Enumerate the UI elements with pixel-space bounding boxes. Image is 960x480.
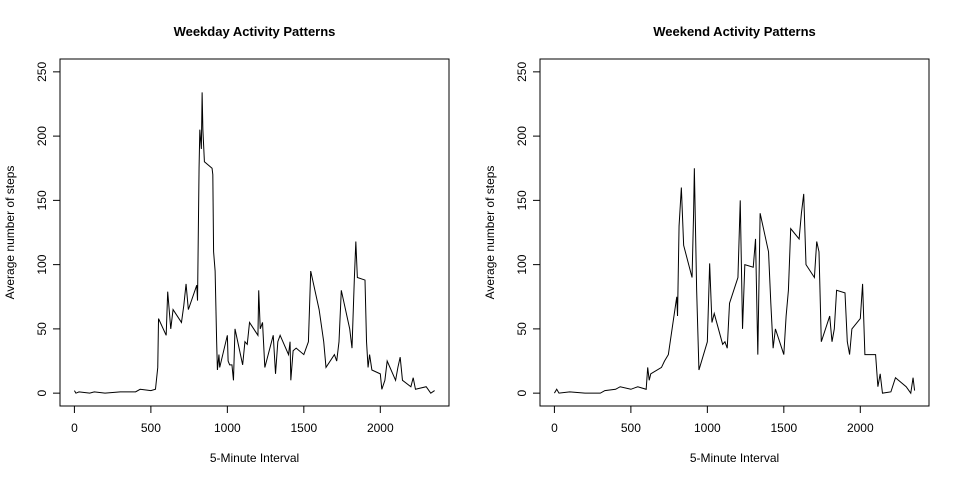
x-tick-label: 500	[141, 421, 161, 435]
y-axis-label: Average number of steps	[3, 166, 17, 300]
x-tick-label: 2000	[367, 421, 394, 435]
y-tick-label: 250	[515, 62, 529, 82]
y-tick-label: 50	[35, 322, 49, 336]
y-tick-label: 100	[515, 254, 529, 274]
y-tick-label: 0	[35, 389, 49, 396]
x-axis-label: 5-Minute Interval	[690, 451, 779, 465]
y-tick-label: 150	[515, 190, 529, 210]
x-tick-label: 0	[71, 421, 78, 435]
plot-frame	[539, 58, 930, 407]
x-tick-label: 1500	[770, 421, 797, 435]
x-tick-label: 1500	[290, 421, 317, 435]
x-tick-label: 500	[621, 421, 641, 435]
x-tick-label: 0	[551, 421, 558, 435]
y-tick-label: 200	[515, 126, 529, 146]
y-tick-label: 100	[35, 254, 49, 274]
plot-frame	[59, 58, 450, 407]
chart-title: Weekend Activity Patterns	[653, 24, 816, 39]
data-line	[73, 92, 435, 394]
y-tick-label: 200	[35, 126, 49, 146]
y-axis-label: Average number of steps	[483, 166, 497, 300]
chart-title: Weekday Activity Patterns	[174, 24, 336, 39]
y-tick-label: 0	[515, 389, 529, 396]
data-line	[553, 168, 916, 395]
x-tick-label: 2000	[847, 421, 874, 435]
x-axis-label: 5-Minute Interval	[210, 451, 299, 465]
y-tick-label: 250	[35, 62, 49, 82]
y-tick-label: 50	[515, 322, 529, 336]
y-tick-label: 150	[35, 190, 49, 210]
x-tick-label: 1000	[694, 421, 721, 435]
x-tick-label: 1000	[214, 421, 241, 435]
